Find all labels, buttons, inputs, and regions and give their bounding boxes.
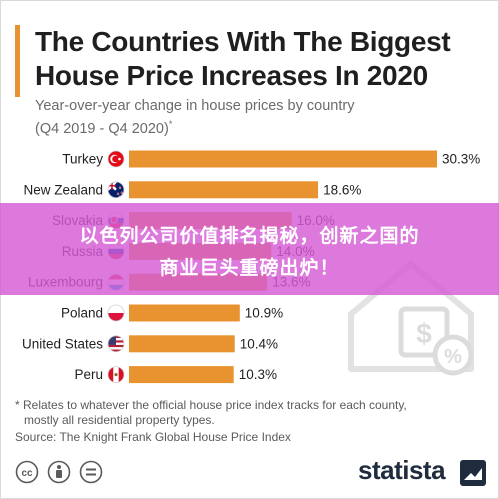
bar [129,335,235,353]
bar-row: United States 10.4% [22,335,278,353]
bar [129,181,319,199]
svg-text:cc: cc [21,468,33,479]
cc-icon: cc [15,460,39,484]
flag-icon [107,181,125,199]
flag-icon [107,304,125,322]
category-label: United States [22,336,103,351]
united-states-flag [108,335,124,352]
promo-overlay-banner[interactable]: 以色列公司价值排名揭秘，创新之国的 商业巨头重磅出炉！ [0,203,499,295]
footnote-line-2: mostly all residential property types. [24,413,215,427]
bar [129,366,234,384]
peru-flag [108,366,124,383]
subtitle-period: (Q4 2019 - Q4 2020) [35,120,169,137]
value-label: 10.4% [240,336,278,351]
house-price-illustration: $ % [348,261,474,376]
equals-icon [79,460,103,484]
title-accent-bar [15,25,20,97]
statista-logo-mark [460,460,486,486]
overlay-headline-line-2: 商业巨头重磅出炉！ [159,257,340,279]
value-label: 10.3% [239,367,277,382]
chart-source: Source: The Knight Frank Global House Pr… [15,430,291,444]
category-label: Poland [61,306,103,321]
turkey-flag [108,151,124,167]
value-label: 18.6% [323,182,361,197]
bar [129,150,437,168]
chart-footnote: * Relates to whatever the official house… [15,398,485,428]
value-label: 10.9% [245,306,283,321]
statista-logo: statista [358,455,446,485]
subtitle-line-2: (Q4 2019 - Q4 2020)* [35,115,475,138]
bar-row: Turkey 30.3% [62,150,480,168]
bar-row: Peru 10.3% [74,366,277,384]
bar-row: Poland 10.9% [61,304,283,322]
category-label: Turkey [62,152,103,167]
flag-icon [107,335,125,353]
subtitle-line-1: Year-over-year change in house prices by… [35,98,355,114]
flag-icon [107,150,125,168]
footnote-line-1: * Relates to whatever the official house… [15,398,407,412]
svg-text:$: $ [416,318,432,349]
category-label: Peru [74,367,103,382]
bar [129,304,240,322]
category-label: New Zealand [23,182,103,197]
creative-commons-icons: cc [15,460,103,484]
chart-subtitle: Year-over-year change in house prices by… [35,97,475,138]
svg-text:%: % [444,346,462,368]
flag-icon [107,366,125,384]
new-zealand-flag [108,181,124,198]
bar-row: New Zealand 18.6% [23,181,361,199]
attribution-icon [47,460,71,484]
subtitle-footnote-mark: * [168,119,173,129]
value-label: 30.3% [442,152,480,167]
poland-flag [108,305,124,321]
chart-title: The Countries With The Biggest House Pri… [35,26,451,91]
overlay-headline-line-1: 以色列公司价值排名揭秘，创新之国的 [79,225,420,247]
